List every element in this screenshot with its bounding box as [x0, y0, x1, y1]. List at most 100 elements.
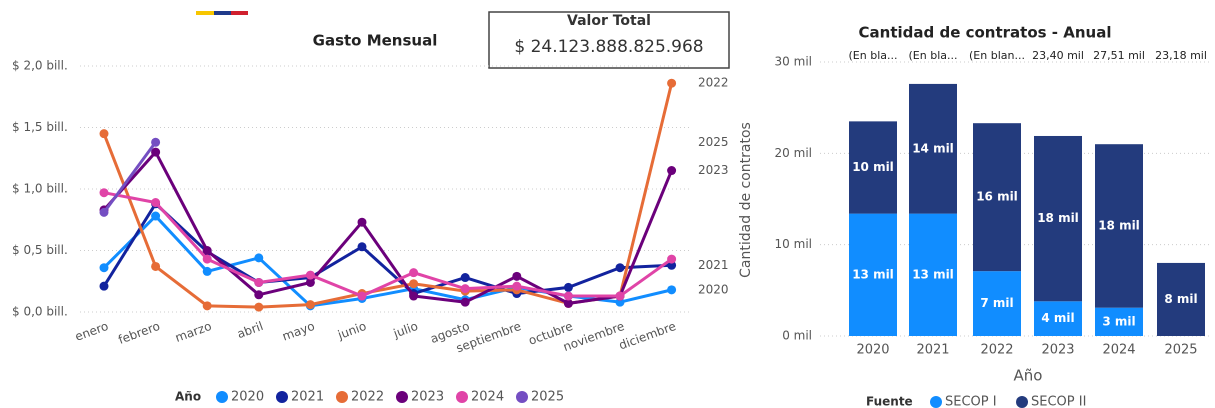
data-point [151, 198, 161, 208]
card-value: $ 24.123.888.825.968 [514, 37, 703, 57]
value-label: 18 mil [1037, 211, 1079, 225]
data-point [305, 300, 315, 310]
legend-swatch [456, 391, 468, 403]
legend-swatch [216, 391, 228, 403]
value-label: 13 mil [852, 267, 894, 281]
legend-label: 2023 [411, 390, 444, 405]
data-point [357, 291, 367, 301]
x-tick-label: enero [73, 319, 110, 344]
data-point [151, 147, 161, 157]
card [488, 11, 730, 69]
series-line [102, 141, 157, 214]
x-tick-label: febrero [116, 319, 161, 347]
value-label: 10 mil [852, 160, 894, 174]
data-point [151, 261, 161, 271]
top-label: 27,51 mil [1093, 49, 1145, 62]
y-tick-label: 10 mil [775, 237, 812, 251]
bar-segment [1095, 144, 1143, 308]
value-label: 3 mil [1102, 314, 1135, 328]
top-label: 23,40 mil [1032, 49, 1084, 62]
data-point [615, 297, 625, 307]
series-line [102, 201, 672, 296]
y-tick-label: $ 2,0 bill. [12, 59, 68, 73]
chart-title: Gasto Mensual [313, 32, 438, 50]
legend-label: SECOP I [945, 395, 997, 408]
legend-label: 2021 [291, 390, 324, 405]
data-point [357, 217, 367, 227]
legend-swatch [930, 396, 942, 408]
x-tick-label: 2023 [1041, 343, 1074, 358]
legend-label: 2022 [351, 390, 384, 405]
x-tick-label: 2020 [856, 343, 889, 358]
top-label: (En bla... [909, 49, 958, 62]
data-point [254, 290, 264, 300]
data-point [202, 266, 212, 276]
legend-label: 2020 [231, 390, 264, 405]
data-point [563, 282, 573, 292]
data-point [305, 270, 315, 280]
bar-segment [973, 271, 1021, 336]
data-point [563, 291, 573, 301]
x-tick-label: diciembre [617, 319, 678, 353]
y-tick-label: $ 0,0 bill. [12, 305, 68, 319]
legend-label: 2024 [471, 390, 504, 405]
data-point [667, 260, 677, 270]
data-point [99, 188, 109, 198]
y-tick-label: 0 mil [782, 329, 812, 343]
data-point [512, 271, 522, 281]
value-label: 13 mil [912, 267, 954, 281]
end-label: 2020 [698, 282, 729, 296]
series-line [102, 149, 673, 305]
end-label: 2021 [698, 258, 729, 272]
data-point [460, 273, 470, 283]
x-tick-label: julio [391, 319, 420, 341]
x-tick-label: 2021 [916, 343, 949, 358]
data-point [99, 281, 109, 291]
data-point [151, 137, 161, 147]
end-label: 2023 [698, 163, 729, 177]
x-tick-label: mayo [280, 319, 316, 344]
data-point [460, 297, 470, 307]
value-label: 8 mil [1164, 292, 1197, 306]
end-label: 2025 [698, 135, 729, 149]
legend-swatch [396, 391, 408, 403]
y-tick-label: 30 mil [775, 55, 812, 69]
end-label: 2022 [698, 76, 729, 90]
x-axis-label: Año [1014, 367, 1043, 385]
legend-swatch [336, 391, 348, 403]
x-tick-label: 2025 [1164, 343, 1197, 358]
data-point [409, 268, 419, 278]
y-tick-label: 20 mil [775, 146, 812, 160]
legend-swatch [276, 391, 288, 403]
data-point [357, 242, 367, 252]
data-point [409, 291, 419, 301]
data-point [512, 281, 522, 291]
value-label: 14 mil [912, 141, 954, 155]
bar-segment [1157, 262, 1205, 336]
bar-segment [1034, 135, 1082, 302]
data-point [667, 254, 677, 264]
data-point [254, 253, 264, 263]
data-point [202, 246, 212, 255]
legend-title: Fuente [866, 395, 913, 408]
y-axis-label: Cantidad de contratos [738, 122, 754, 278]
data-point [254, 302, 264, 312]
top-label: 23,18 mil [1155, 49, 1207, 62]
chart-title: Cantidad de contratos - Anual [859, 24, 1112, 42]
value-label: 4 mil [1041, 311, 1074, 325]
series-line [102, 82, 674, 309]
value-label: 7 mil [980, 296, 1013, 310]
bar-segment [849, 213, 897, 336]
flag-red [231, 11, 248, 15]
bar-segment [909, 83, 957, 214]
bar-segment [1034, 301, 1082, 336]
flag-blue [214, 11, 231, 15]
data-point [563, 298, 573, 308]
x-tick-label: abril [235, 319, 265, 341]
y-tick-label: $ 1,5 bill. [12, 120, 68, 134]
legend-swatch [516, 391, 528, 403]
x-tick-label: 2024 [1102, 343, 1135, 358]
bar-segment [1095, 307, 1143, 336]
top-label: (En blan... [969, 49, 1025, 62]
value-label: 18 mil [1098, 218, 1140, 232]
